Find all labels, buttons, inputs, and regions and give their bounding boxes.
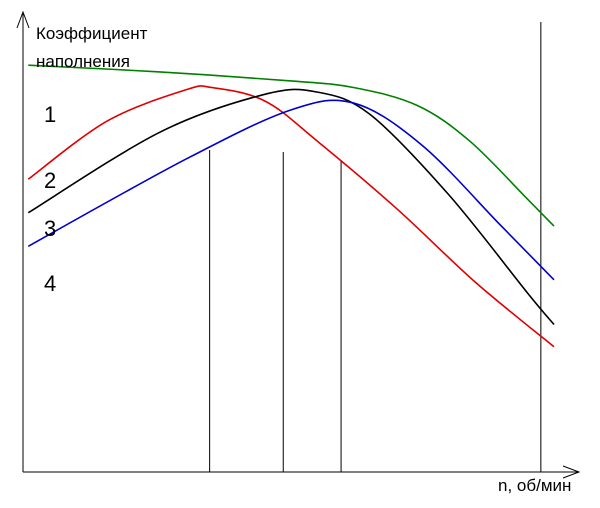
y-axis-label-line1: Коэффициент bbox=[36, 24, 148, 43]
series-label-4: 4 bbox=[44, 271, 56, 296]
series-lines bbox=[27, 64, 555, 348]
y-axis-label: Коэффициент наполнения bbox=[36, 20, 147, 76]
series-label-3: 3 bbox=[44, 216, 56, 241]
y-axis-label-line2: наполнения bbox=[36, 52, 130, 71]
series-labels: 1 2 3 4 bbox=[44, 102, 56, 296]
series-label-1: 1 bbox=[44, 102, 56, 127]
series-line-4 bbox=[27, 99, 555, 281]
x-axis-arrow bbox=[562, 465, 581, 479]
x-axis-label: n, об/мин bbox=[498, 476, 572, 495]
series-label-2: 2 bbox=[44, 168, 56, 193]
y-axis-arrow bbox=[16, 10, 30, 29]
vertical-reference-lines bbox=[209, 22, 542, 472]
series-line-3 bbox=[27, 88, 555, 326]
series-line-1 bbox=[28, 64, 555, 227]
series-line-2 bbox=[27, 85, 555, 348]
